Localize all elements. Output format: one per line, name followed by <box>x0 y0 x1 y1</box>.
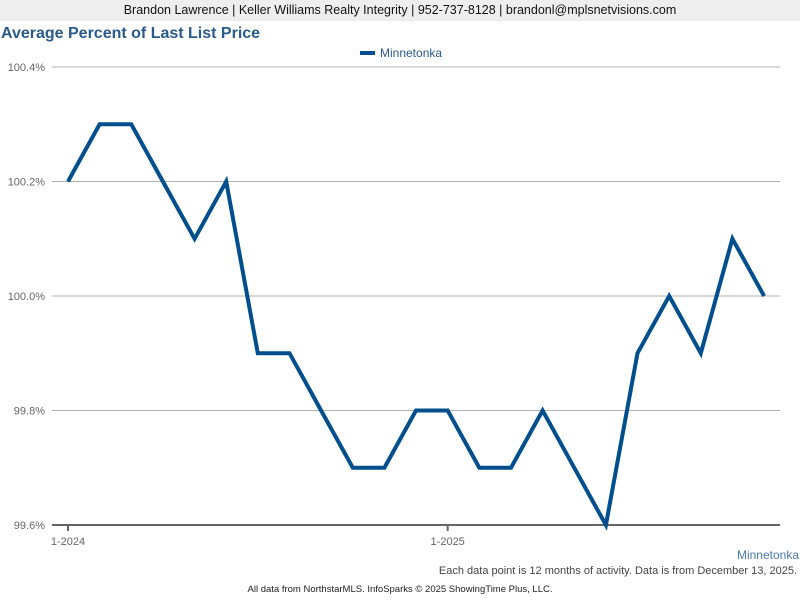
x-tick-label: 1-2025 <box>431 536 465 548</box>
y-tick-label: 100.2% <box>8 177 46 189</box>
legend-swatch-icon <box>360 51 375 55</box>
y-axis-labels: 100.4% 100.2% 100.0% 99.8% 99.6% <box>8 62 46 532</box>
series-line-minnetonka <box>66 122 766 531</box>
contact-line: Brandon Lawrence | Keller Williams Realt… <box>123 3 677 17</box>
y-tick-label: 99.6% <box>14 520 45 532</box>
footer-credit: All data from NorthstarMLS. InfoSparks ©… <box>247 584 553 595</box>
data-note: Each data point is 12 months of activity… <box>438 565 797 577</box>
chart-title: Average Percent of Last List Price <box>1 25 261 42</box>
legend-label: Minnetonka <box>380 46 443 60</box>
contact-header-bar: Brandon Lawrence | Keller Williams Realt… <box>0 0 800 21</box>
y-tick-label: 99.8% <box>14 406 45 418</box>
y-tick-label: 100.0% <box>8 291 46 303</box>
x-axis: 1-2024 1-2025 <box>51 525 465 548</box>
series-name-label: Minnetonka <box>736 548 799 562</box>
gridlines <box>52 66 780 526</box>
chart-legend[interactable]: Minnetonka <box>360 46 442 60</box>
y-tick-label: 100.4% <box>8 62 46 74</box>
x-tick-label: 1-2024 <box>51 536 85 548</box>
